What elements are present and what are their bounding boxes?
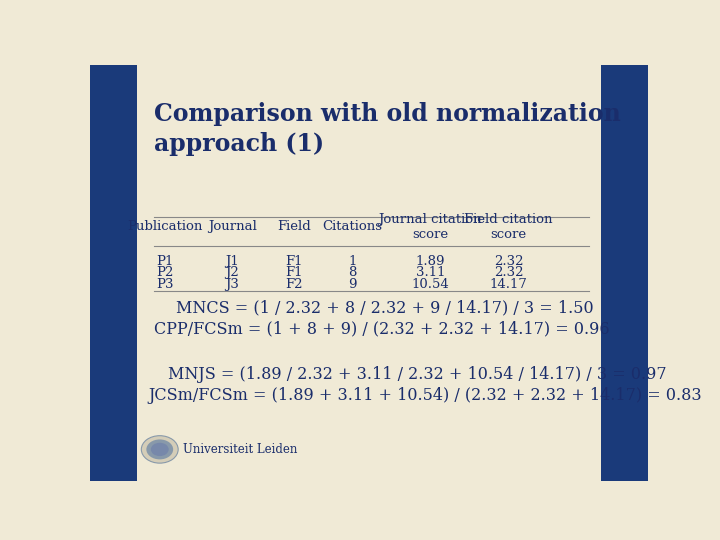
Text: J1: J1 bbox=[225, 254, 239, 267]
Text: J2: J2 bbox=[225, 266, 239, 279]
Text: Journal: Journal bbox=[208, 220, 257, 233]
Text: Field: Field bbox=[276, 220, 310, 233]
Text: MNCS = (1 / 2.32 + 8 / 2.32 + 9 / 14.17) / 3 = 1.50: MNCS = (1 / 2.32 + 8 / 2.32 + 9 / 14.17)… bbox=[176, 300, 594, 316]
Text: F2: F2 bbox=[285, 278, 302, 291]
Text: Universiteit Leiden: Universiteit Leiden bbox=[183, 443, 297, 456]
Text: P3: P3 bbox=[156, 278, 174, 291]
Text: MNJS = (1.89 / 2.32 + 3.11 / 2.32 + 10.54 / 14.17) / 3 = 0.97: MNJS = (1.89 / 2.32 + 3.11 / 2.32 + 10.5… bbox=[168, 366, 667, 383]
Circle shape bbox=[141, 436, 178, 463]
FancyBboxPatch shape bbox=[600, 65, 648, 481]
FancyBboxPatch shape bbox=[90, 65, 138, 481]
Circle shape bbox=[146, 440, 173, 460]
Text: 10.54: 10.54 bbox=[412, 278, 449, 291]
Text: 1.89: 1.89 bbox=[415, 254, 445, 267]
Text: P1: P1 bbox=[157, 254, 174, 267]
Text: Journal citation
score: Journal citation score bbox=[379, 213, 482, 241]
Text: 14.17: 14.17 bbox=[490, 278, 528, 291]
Circle shape bbox=[150, 443, 168, 456]
Text: JCSm/FCSm = (1.89 + 3.11 + 10.54) / (2.32 + 2.32 + 14.17) = 0.83: JCSm/FCSm = (1.89 + 3.11 + 10.54) / (2.3… bbox=[148, 387, 702, 404]
Text: 3.11: 3.11 bbox=[415, 266, 445, 279]
Text: Field citation
score: Field citation score bbox=[464, 213, 553, 241]
Text: 1: 1 bbox=[348, 254, 356, 267]
Text: 9: 9 bbox=[348, 278, 356, 291]
Text: 2.32: 2.32 bbox=[494, 254, 523, 267]
Text: P2: P2 bbox=[157, 266, 174, 279]
Text: F1: F1 bbox=[285, 254, 302, 267]
Text: Comparison with old normalization
approach (1): Comparison with old normalization approa… bbox=[154, 102, 621, 156]
Text: 8: 8 bbox=[348, 266, 356, 279]
Text: J3: J3 bbox=[225, 278, 239, 291]
Text: Citations: Citations bbox=[323, 220, 382, 233]
Text: F1: F1 bbox=[285, 266, 302, 279]
Text: Publication: Publication bbox=[127, 220, 203, 233]
Text: 2.32: 2.32 bbox=[494, 266, 523, 279]
Text: CPP/FCSm = (1 + 8 + 9) / (2.32 + 2.32 + 14.17) = 0.96: CPP/FCSm = (1 + 8 + 9) / (2.32 + 2.32 + … bbox=[154, 320, 610, 338]
